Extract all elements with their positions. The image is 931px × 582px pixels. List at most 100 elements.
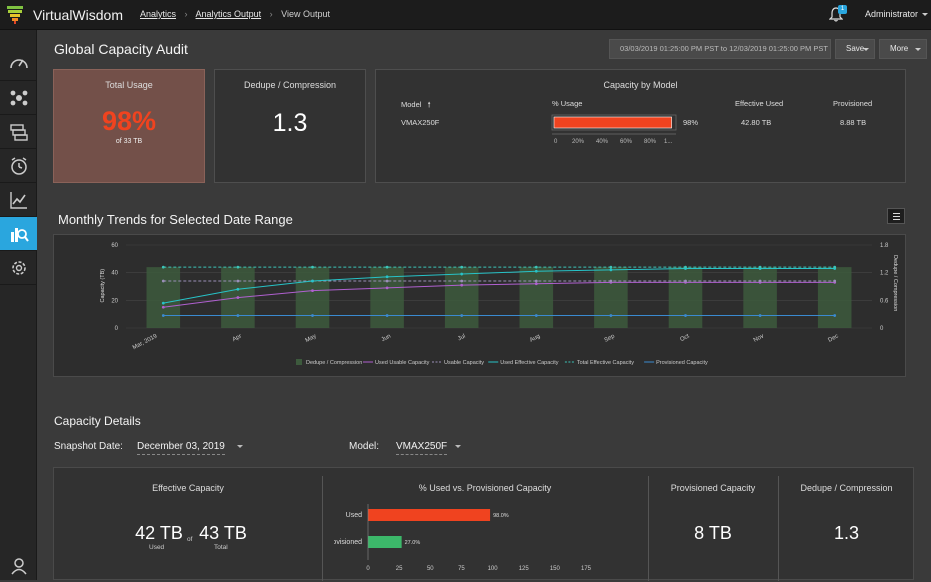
column-header-usage: % Usage <box>552 99 583 108</box>
series-point[interactable] <box>534 269 538 273</box>
series-point[interactable] <box>833 314 837 317</box>
series-point[interactable] <box>236 265 240 269</box>
sidebar <box>0 30 37 580</box>
analytics-search-icon <box>10 227 29 242</box>
dedupe-bar[interactable] <box>743 267 777 328</box>
series-point[interactable] <box>236 314 240 317</box>
dedupe-bar[interactable] <box>594 267 628 328</box>
legend-label[interactable]: Used Usable Capacity <box>375 360 430 366</box>
column-header-model[interactable]: Model 🠕 <box>401 99 431 112</box>
series-point[interactable] <box>758 265 762 269</box>
series-point[interactable] <box>534 282 538 286</box>
hbar[interactable] <box>368 536 402 548</box>
legend-label[interactable]: Usable Capacity <box>444 360 484 366</box>
series-point[interactable] <box>534 279 538 283</box>
model-select[interactable]: VMAX250F <box>396 441 448 455</box>
series-point[interactable] <box>609 265 613 269</box>
snapshot-date-select[interactable]: December 03, 2019 <box>137 441 225 455</box>
save-button[interactable]: Save <box>835 39 875 59</box>
series-point[interactable] <box>385 286 389 290</box>
series-point[interactable] <box>684 314 687 317</box>
dedupe-bar[interactable] <box>295 267 330 328</box>
dedupe-bar[interactable] <box>146 267 181 328</box>
series-point[interactable] <box>833 265 837 269</box>
sidebar-item-alarms[interactable] <box>0 149 37 182</box>
series-point[interactable] <box>161 314 165 317</box>
legend-label[interactable]: Dedupe / Compression <box>306 360 362 366</box>
series-point[interactable] <box>311 279 314 283</box>
dedupe-bar[interactable] <box>668 267 703 328</box>
used-vs-provisioned-title: % Used vs. Provisioned Capacity <box>418 483 552 493</box>
sidebar-item-dashboard[interactable] <box>0 46 37 79</box>
x-tick-label: 100 <box>488 566 499 572</box>
legend-label[interactable]: Used Effective Capacity <box>500 360 559 366</box>
chevron-down-icon[interactable] <box>237 445 243 448</box>
series-point[interactable] <box>833 279 837 283</box>
series-point[interactable] <box>534 265 538 269</box>
sidebar-item-analytics[interactable] <box>0 217 37 250</box>
series-point[interactable] <box>385 265 389 269</box>
breadcrumb-analytics-output[interactable]: Analytics Output <box>195 9 262 19</box>
capacity-details-panel: Effective Capacity 42 TB Used of 43 TB T… <box>53 467 914 581</box>
series-point[interactable] <box>609 314 613 317</box>
series-point[interactable] <box>609 268 613 272</box>
legend-label[interactable]: Total Effective Capacity <box>577 360 634 366</box>
series-point[interactable] <box>609 279 613 283</box>
series-point[interactable] <box>161 305 165 309</box>
series-point[interactable] <box>385 275 389 279</box>
save-button-label: Save <box>846 44 865 53</box>
series-point[interactable] <box>460 283 464 287</box>
series-point[interactable] <box>758 279 762 283</box>
date-range-picker[interactable]: 03/03/2019 01:25:00 PM PST to 12/03/2019… <box>609 39 831 59</box>
series-point[interactable] <box>460 265 464 269</box>
series-point[interactable] <box>161 265 165 269</box>
total-usage-value: 98% <box>101 106 157 136</box>
series-point[interactable] <box>311 314 314 317</box>
chevron-down-icon[interactable] <box>455 445 461 448</box>
provisioned-capacity-value: 8 TB <box>694 523 732 543</box>
series-point[interactable] <box>161 279 165 283</box>
series-point[interactable] <box>460 279 464 283</box>
legend-label[interactable]: Provisioned Capacity <box>656 360 708 366</box>
chevron-right-icon: › <box>184 9 188 19</box>
dedupe-bar[interactable] <box>444 267 479 328</box>
series-point[interactable] <box>684 279 687 283</box>
user-menu[interactable]: Administrator <box>865 9 919 19</box>
series-point[interactable] <box>460 272 464 276</box>
chevron-down-icon[interactable] <box>922 13 928 16</box>
series-point[interactable] <box>534 314 538 317</box>
sidebar-item-topology[interactable] <box>0 81 37 114</box>
legend-swatch <box>296 359 302 365</box>
provisioned-capacity-title: Provisioned Capacity <box>670 483 756 493</box>
sidebar-item-trends[interactable] <box>0 183 37 216</box>
sort-ascending-icon: 🠕 <box>427 100 431 109</box>
series-point[interactable] <box>385 314 389 317</box>
dedupe-bar[interactable] <box>817 267 852 328</box>
hbar[interactable] <box>368 509 491 521</box>
chart-menu-button[interactable] <box>887 208 905 224</box>
series-point[interactable] <box>385 279 389 283</box>
series-point[interactable] <box>236 279 240 283</box>
virtualwisdom-logo-icon <box>7 6 23 24</box>
effective-of-label: of <box>187 536 193 543</box>
breadcrumb-current: View Output <box>281 9 330 19</box>
more-button[interactable]: More <box>879 39 927 59</box>
x-tick-label: Nov <box>753 333 765 343</box>
series-point[interactable] <box>236 296 240 299</box>
series-point[interactable] <box>311 265 314 269</box>
effective-total-value: 43 TB <box>199 523 247 543</box>
breadcrumb-analytics[interactable]: Analytics <box>140 9 177 19</box>
sidebar-item-settings[interactable] <box>0 251 37 284</box>
series-point[interactable] <box>236 287 240 291</box>
series-point[interactable] <box>460 314 464 317</box>
series-point[interactable] <box>161 301 165 305</box>
notification-badge: 1 <box>838 5 847 14</box>
dedupe-bar[interactable] <box>519 267 554 328</box>
effective-capacity-title: Effective Capacity <box>152 483 224 493</box>
top-bar: VirtualWisdom Analytics › Analytics Outp… <box>0 0 931 30</box>
series-point[interactable] <box>758 314 762 317</box>
sidebar-item-layers[interactable] <box>0 115 37 148</box>
sidebar-item-user[interactable] <box>0 549 37 582</box>
series-point[interactable] <box>311 289 314 293</box>
series-point[interactable] <box>684 265 687 269</box>
